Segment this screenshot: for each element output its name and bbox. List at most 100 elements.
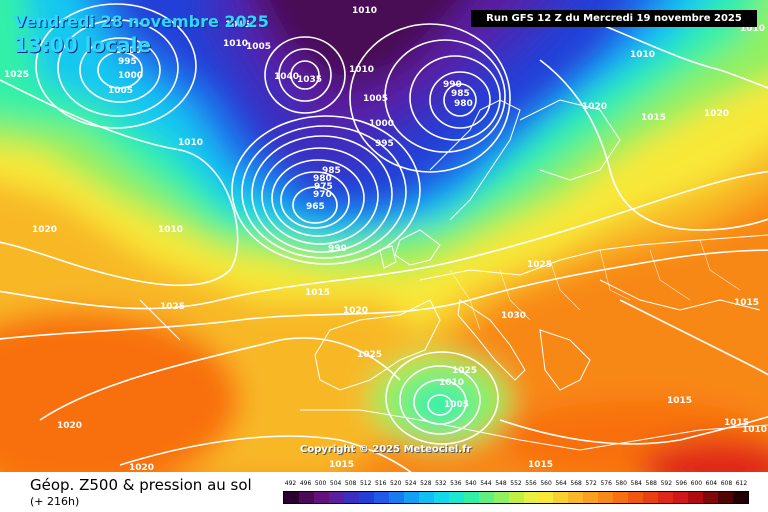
isobar-label: 1015: [305, 288, 330, 298]
legend-tick: 544: [480, 480, 492, 487]
legend-ticks: 492 496 500 504 508 512 516 520 524 528 532 536 540 5…: [283, 478, 749, 490]
isobar-label: 975: [314, 182, 333, 192]
legend-swatch: [508, 492, 524, 503]
legend-swatch: [703, 492, 719, 503]
lead-time: (+ 216h): [30, 495, 80, 508]
legend-swatch: [493, 492, 509, 503]
legend-tick: 540: [465, 480, 477, 487]
legend-swatch: [478, 492, 494, 503]
legend-tick: 508: [344, 480, 357, 487]
isobar-label: 1015: [225, 20, 250, 30]
legend-swatch: [403, 492, 419, 503]
legend-tick: 564: [555, 480, 567, 487]
z500-field: 1015 1010 1005 1010 1000 995 1000 1005 1…: [0, 0, 768, 472]
legend-swatch: [523, 492, 539, 503]
forecast-time: 13:00 locale: [14, 33, 151, 57]
legend-swatch: [343, 492, 359, 503]
legend-swatch: [298, 492, 314, 503]
isobar-label: 1025: [452, 366, 477, 376]
isobar-label: 1015: [734, 298, 759, 308]
isobar-label: 1010: [178, 138, 203, 148]
isobar-label: 980: [454, 99, 473, 109]
isobar-label: 1015: [667, 396, 692, 406]
isobar-label: 990: [328, 244, 347, 254]
isobar-label: 1025: [160, 302, 185, 312]
legend-tick: 516: [374, 480, 387, 487]
legend-swatch: [328, 492, 344, 503]
isobar-label: 995: [375, 139, 394, 149]
legend-tick: 572: [585, 480, 597, 487]
isobar-label: 1015: [329, 460, 354, 470]
weather-map: 1015 1010 1005 1010 1000 995 1000 1005 1…: [0, 0, 768, 472]
isobar-label: 965: [306, 202, 325, 212]
legend-tick: 504: [329, 480, 342, 487]
coastlines: [139, 99, 768, 451]
isobar-label: 1010: [742, 425, 767, 435]
legend-swatch: [553, 492, 569, 503]
isobar-label: 990: [443, 80, 462, 90]
isobar-label: 1010: [349, 65, 374, 75]
legend-tick: 500: [314, 480, 327, 487]
legend-swatch: [628, 492, 644, 503]
isobar-label: 1000: [116, 46, 141, 56]
isobars: [0, 3, 768, 472]
isobar-label: 995: [118, 57, 137, 67]
isobar-label: 1015: [528, 460, 553, 470]
legend-swatch: [373, 492, 389, 503]
isobar-label: 970: [313, 190, 332, 200]
legend-swatch: [538, 492, 554, 503]
legend-swatch: [463, 492, 479, 503]
copyright-notice: Copyright © 2025 Meteociel.fr: [300, 444, 472, 455]
legend-tick: 520: [390, 480, 402, 487]
legend-tick: 592: [660, 480, 673, 487]
geopotential-shading: [0, 0, 768, 472]
legend-swatch: [688, 492, 704, 503]
legend-swatch: [418, 492, 434, 503]
isobar-label: 1040: [274, 72, 299, 82]
legend-tick: 560: [540, 480, 552, 487]
isobar-label: 1000: [118, 71, 143, 81]
legend-swatch: [284, 492, 299, 503]
map-footer: Géop. Z500 & pression au sol (+ 216h) 49…: [0, 472, 768, 512]
legend-tick: 580: [615, 480, 627, 487]
legend-tick: 596: [675, 480, 688, 487]
legend-tick: 584: [630, 480, 642, 487]
legend-swatch: [733, 492, 749, 503]
isobar-label: 1020: [343, 306, 368, 316]
isobar-label: 1035: [297, 75, 322, 85]
legend-swatch: [433, 492, 449, 503]
legend-tick: 492: [284, 480, 297, 487]
isobar-label: 1005: [363, 94, 388, 104]
legend-swatch: [388, 492, 404, 503]
legend-tick: 568: [570, 480, 582, 487]
legend-tick: 604: [705, 480, 718, 487]
isobar-label: 1025: [4, 70, 29, 80]
legend-tick: 536: [450, 480, 462, 487]
legend-swatch: [643, 492, 659, 503]
legend-tick: 608: [720, 480, 733, 487]
legend-swatch: [673, 492, 689, 503]
legend-swatch: [718, 492, 734, 503]
legend-tick: 532: [435, 480, 447, 487]
isobar-label: 1015: [724, 418, 749, 428]
isobar-label: 1005: [108, 86, 133, 96]
legend-tick: 496: [299, 480, 312, 487]
isobar-label: 1010: [630, 50, 655, 60]
isobar-labels: 1015 1010 1005 1010 1000 995 1000 1005 1…: [4, 6, 767, 472]
model-run-info: Run GFS 12 Z du Mercredi 19 novembre 202…: [471, 10, 757, 27]
isobar-label: 1010: [223, 39, 248, 49]
isobar-label: 1010: [439, 378, 464, 388]
isobar-label: 1005: [246, 42, 271, 52]
legend-tick: 588: [645, 480, 657, 487]
legend-swatch: [358, 492, 374, 503]
legend-tick: 548: [495, 480, 507, 487]
isobar-label: 1010: [740, 24, 765, 34]
isobar-label: 1015: [641, 113, 666, 123]
legend-swatch: [313, 492, 329, 503]
legend-swatch: [658, 492, 674, 503]
isobar-label: 1020: [129, 463, 154, 472]
isobar-label: 985: [451, 89, 470, 99]
borders: [449, 239, 741, 331]
isobar-label: 980: [313, 174, 332, 184]
legend-tick: 524: [405, 480, 417, 487]
